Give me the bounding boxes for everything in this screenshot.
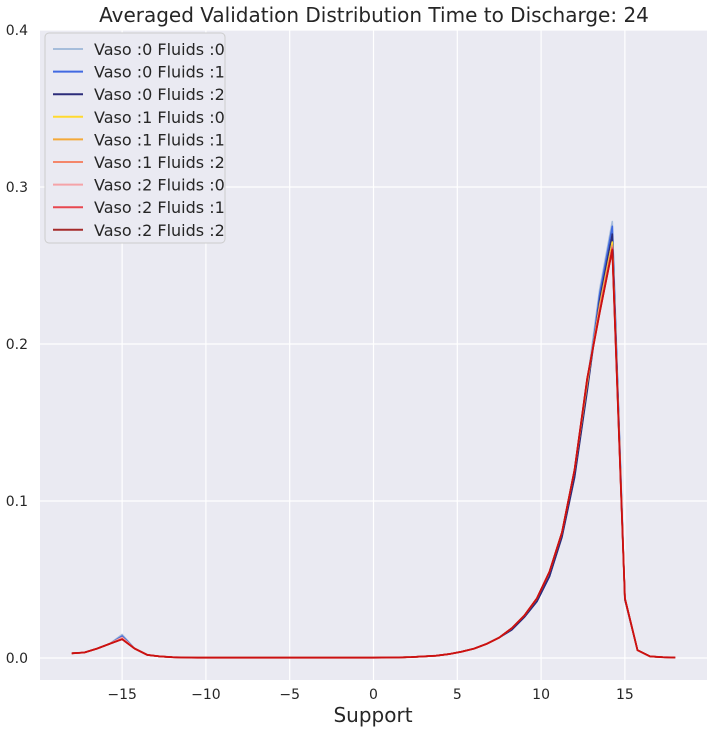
- legend-box: [44, 32, 226, 244]
- x-tick-label: 5: [453, 687, 462, 703]
- x-tick-label: −10: [191, 687, 221, 703]
- y-axis-ticks: 0.0 0.1 0.2 0.3 0.4: [6, 23, 28, 667]
- y-tick-label: 0.2: [6, 337, 28, 353]
- y-tick-label: 0.0: [6, 651, 28, 667]
- legend-label: Vaso :0 Fluids :0: [94, 40, 225, 59]
- grid: [40, 29, 707, 680]
- legend-items: Vaso :0 Fluids :0 Vaso :0 Fluids :1 Vaso :…: [53, 40, 225, 240]
- y-tick-label: 0.4: [6, 23, 28, 39]
- y-tick-label: 0.1: [6, 494, 28, 510]
- chart-title: Averaged Validation Distribution Time to…: [99, 3, 649, 27]
- y-tick-label: 0.3: [6, 180, 28, 196]
- legend-label: Vaso :2 Fluids :2: [94, 221, 225, 240]
- x-tick-label: 10: [532, 687, 550, 703]
- series-line-overlay: [71, 248, 676, 659]
- legend: Vaso :0 Fluids :0 Vaso :0 Fluids :1 Vaso :…: [44, 32, 226, 244]
- legend-label: Vaso :0 Fluids :2: [94, 85, 225, 104]
- x-axis-label: Support: [333, 703, 412, 727]
- legend-label: Vaso :2 Fluids :1: [94, 198, 225, 217]
- x-tick-label: 15: [616, 687, 634, 703]
- x-tick-label: −15: [107, 687, 137, 703]
- series-lines: [71, 220, 676, 659]
- legend-label: Vaso :1 Fluids :2: [94, 153, 225, 172]
- legend-label: Vaso :1 Fluids :1: [94, 130, 225, 149]
- legend-label: Vaso :2 Fluids :0: [94, 176, 225, 195]
- x-axis-ticks: −15 −10 −5 0 5 10 15: [107, 687, 633, 703]
- x-tick-label: −5: [279, 687, 300, 703]
- x-tick-label: 0: [369, 687, 378, 703]
- legend-label: Vaso :1 Fluids :0: [94, 108, 225, 127]
- legend-label: Vaso :0 Fluids :1: [94, 63, 225, 82]
